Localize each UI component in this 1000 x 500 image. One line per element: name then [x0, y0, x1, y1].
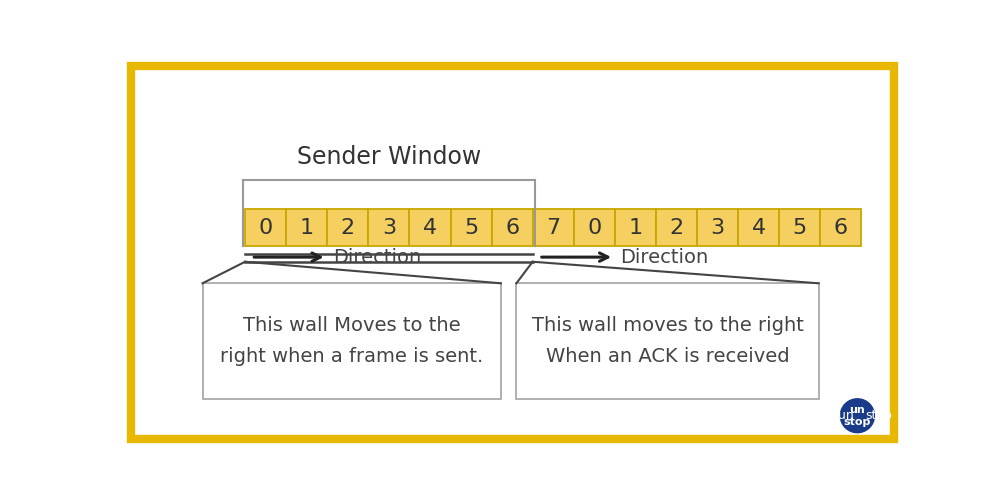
Text: un
stop: un stop [844, 405, 871, 426]
Bar [492, 210, 533, 246]
Text: 7: 7 [546, 218, 560, 238]
Text: 0: 0 [587, 218, 601, 238]
Circle shape [840, 399, 874, 432]
Bar [738, 210, 779, 246]
Bar [450, 210, 492, 246]
Bar [533, 210, 574, 246]
Text: stop: stop [865, 409, 892, 422]
Text: 5: 5 [793, 218, 807, 238]
Text: Direction: Direction [620, 248, 708, 266]
Text: 6: 6 [834, 218, 848, 238]
Bar [202, 284, 501, 399]
Text: 4: 4 [752, 218, 766, 238]
Text: 1: 1 [628, 218, 642, 238]
Bar [820, 210, 861, 246]
Bar [516, 284, 819, 399]
Bar [368, 210, 409, 246]
Text: 0: 0 [259, 218, 273, 238]
Bar [656, 210, 697, 246]
Text: 2: 2 [341, 218, 355, 238]
Text: 5: 5 [464, 218, 478, 238]
Text: This wall Moves to the
right when a frame is sent.: This wall Moves to the right when a fram… [220, 316, 483, 366]
Text: This wall moves to the right
When an ACK is received: This wall moves to the right When an ACK… [532, 316, 803, 366]
Bar [779, 210, 820, 246]
Bar [615, 210, 656, 246]
Text: Sender Window: Sender Window [297, 146, 481, 170]
Text: 1: 1 [300, 218, 314, 238]
Bar [697, 210, 738, 246]
Text: 3: 3 [382, 218, 396, 238]
Text: 4: 4 [423, 218, 437, 238]
Bar [286, 210, 327, 246]
Text: un: un [838, 409, 854, 422]
Text: 2: 2 [669, 218, 683, 238]
Text: Direction: Direction [333, 248, 421, 266]
Bar [409, 210, 450, 246]
Text: 6: 6 [505, 218, 519, 238]
Text: 3: 3 [710, 218, 725, 238]
Bar [574, 210, 615, 246]
Bar [327, 210, 368, 246]
Bar [245, 210, 286, 246]
